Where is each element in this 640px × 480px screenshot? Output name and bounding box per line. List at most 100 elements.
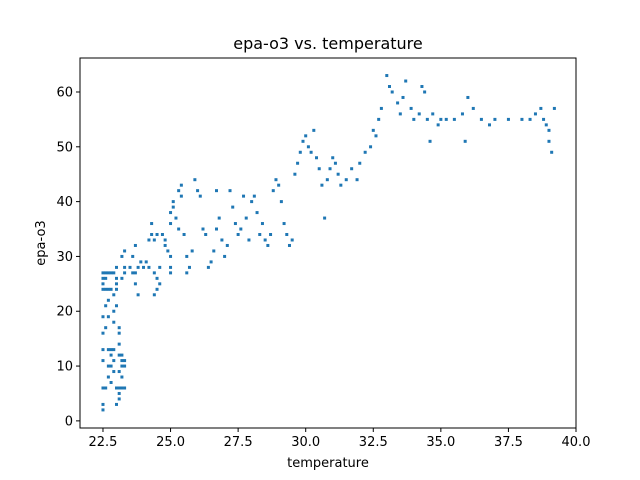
data-point — [179, 183, 183, 187]
data-point — [439, 117, 443, 121]
data-point — [150, 222, 154, 226]
data-point — [236, 233, 240, 236]
data-point — [460, 112, 464, 116]
data-point — [387, 85, 391, 88]
data-point — [166, 249, 170, 253]
data-point — [185, 271, 189, 275]
data-point — [101, 408, 105, 412]
data-point — [528, 117, 532, 121]
data-point — [104, 304, 108, 308]
data-point — [114, 402, 118, 406]
data-point — [177, 189, 181, 193]
data-point — [198, 194, 202, 198]
data-point — [112, 348, 116, 352]
data-point — [120, 276, 124, 280]
data-point — [247, 238, 251, 242]
data-point — [552, 106, 556, 110]
data-point — [260, 222, 264, 226]
data-point — [114, 282, 118, 286]
data-point — [396, 101, 400, 105]
x-tick-label: 27.5 — [224, 435, 253, 450]
x-tick-label: 25.0 — [156, 435, 185, 450]
data-point — [133, 271, 137, 275]
data-point — [136, 293, 140, 297]
data-point — [196, 189, 200, 193]
data-point — [544, 123, 548, 127]
data-point — [306, 145, 310, 149]
data-point — [344, 178, 348, 182]
data-point — [123, 265, 127, 269]
data-point — [285, 233, 289, 236]
data-point — [325, 178, 329, 182]
data-point — [371, 128, 375, 132]
data-point — [369, 145, 373, 149]
data-point — [320, 183, 324, 187]
x-tick-label: 40.0 — [562, 435, 591, 450]
data-point — [493, 117, 497, 121]
x-tick-label: 30.0 — [291, 435, 320, 450]
data-point — [293, 172, 297, 176]
data-point — [131, 254, 135, 258]
data-point — [409, 106, 413, 110]
data-point — [152, 271, 156, 275]
data-point — [101, 287, 105, 291]
data-point — [101, 402, 105, 406]
data-point — [152, 238, 156, 242]
data-point — [298, 150, 302, 154]
data-point — [533, 112, 537, 116]
data-point — [101, 276, 105, 280]
data-point — [336, 172, 340, 176]
y-axis-label: epa-o3 — [34, 220, 49, 265]
data-point — [225, 243, 229, 247]
data-point — [228, 189, 232, 193]
data-point — [444, 117, 448, 121]
data-point — [101, 282, 105, 286]
data-point — [106, 271, 110, 275]
data-point — [123, 249, 127, 253]
data-point — [255, 211, 259, 215]
data-point — [355, 178, 359, 182]
data-point — [169, 211, 173, 215]
data-point — [123, 271, 127, 275]
data-point — [142, 265, 146, 269]
data-point — [147, 265, 151, 269]
data-point — [177, 227, 181, 231]
data-point — [131, 271, 135, 275]
data-point — [339, 183, 343, 187]
data-point — [223, 254, 227, 258]
x-axis-label: temperature — [287, 456, 369, 471]
data-point — [401, 95, 405, 99]
data-point — [109, 364, 113, 368]
data-point — [274, 178, 278, 182]
data-point — [133, 282, 137, 286]
plot-area — [101, 74, 556, 412]
data-point — [104, 276, 108, 280]
data-point — [312, 128, 316, 132]
data-point — [185, 254, 189, 258]
data-point — [550, 150, 554, 154]
data-point — [120, 375, 124, 379]
data-point — [120, 386, 124, 390]
data-point — [169, 271, 173, 275]
data-point — [363, 150, 367, 154]
data-point — [109, 271, 113, 275]
data-point — [452, 117, 456, 121]
data-point — [350, 167, 354, 171]
data-point — [120, 353, 124, 357]
data-point — [379, 106, 383, 110]
data-point — [423, 90, 427, 94]
data-point — [117, 342, 121, 346]
data-point — [209, 260, 213, 264]
data-point — [117, 370, 121, 374]
y-axis: 0 10 20 30 40 50 60 — [56, 85, 80, 429]
data-point — [271, 189, 275, 193]
y-tick-label: 10 — [56, 360, 73, 375]
data-point — [425, 117, 429, 121]
y-tick-label: 0 — [65, 414, 73, 429]
data-point — [123, 364, 127, 368]
data-point — [315, 156, 319, 160]
data-point — [193, 178, 197, 182]
data-point — [101, 386, 105, 390]
data-point — [204, 233, 208, 236]
